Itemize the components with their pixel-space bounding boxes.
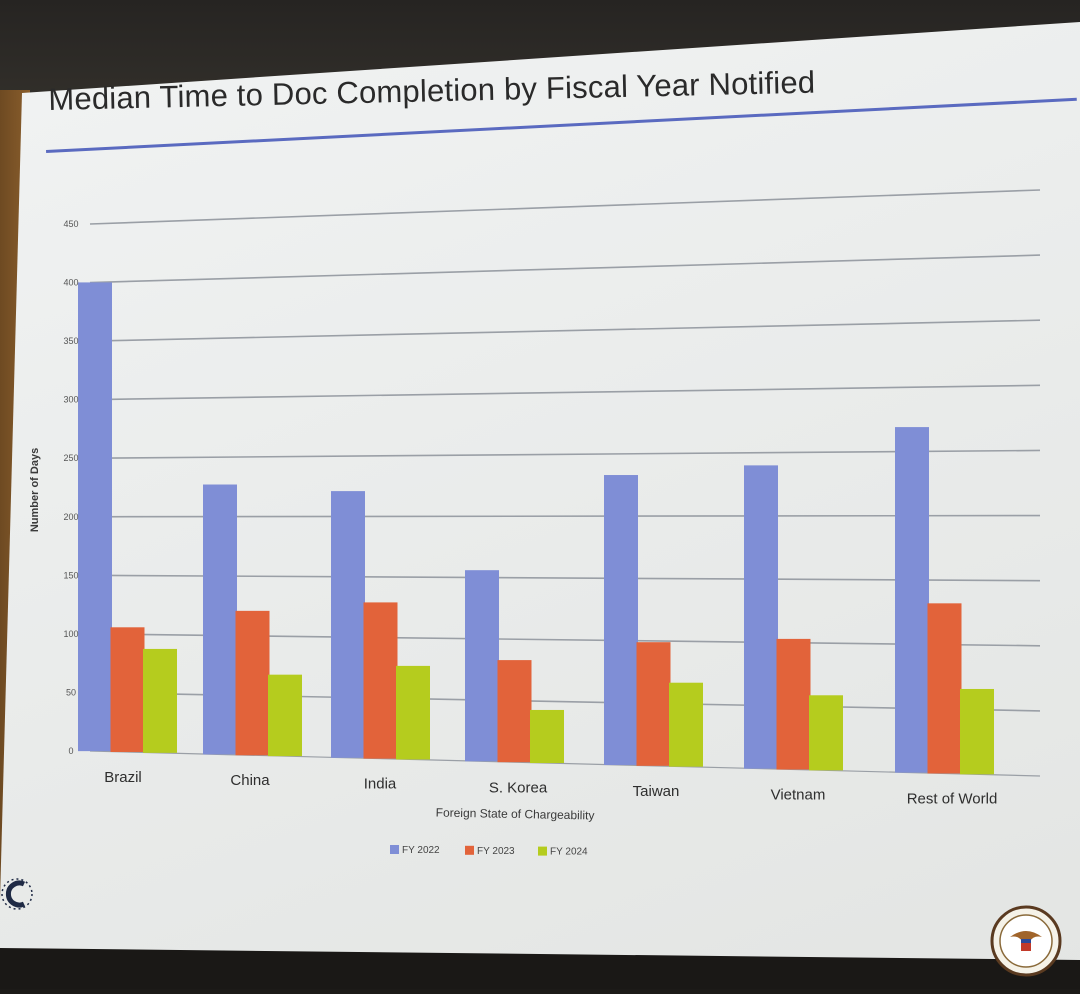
x-tick-label: Brazil bbox=[104, 769, 142, 786]
bar-fy-2023 bbox=[363, 602, 398, 759]
bar-fy-2022 bbox=[331, 491, 365, 758]
legend-label: FY 2022 bbox=[402, 845, 440, 856]
legend-swatch bbox=[465, 845, 474, 855]
gridline bbox=[89, 319, 1041, 342]
y-tick-label: 50 bbox=[66, 687, 76, 697]
bar-fy-2023 bbox=[776, 638, 811, 770]
bar-fy-2024 bbox=[268, 674, 302, 757]
y-tick-label: 450 bbox=[63, 219, 78, 229]
y-tick-label: 0 bbox=[68, 746, 73, 756]
eagle-seal-icon bbox=[990, 905, 1062, 977]
x-tick-label: China bbox=[230, 772, 270, 789]
x-tick-label: Rest of World bbox=[907, 791, 998, 808]
y-tick-label: 400 bbox=[63, 278, 78, 288]
gridline bbox=[89, 514, 1041, 518]
bars bbox=[78, 282, 994, 775]
bar-fy-2024 bbox=[530, 709, 564, 764]
y-tick-label: 200 bbox=[63, 512, 78, 522]
x-tick-label: S. Korea bbox=[489, 779, 548, 796]
y-tick-label: 150 bbox=[63, 570, 78, 580]
bar-fy-2022 bbox=[744, 465, 778, 769]
c-logo-icon bbox=[1, 878, 33, 910]
bar-fy-2022 bbox=[895, 427, 929, 773]
gridline bbox=[89, 189, 1041, 225]
legend-label: FY 2024 bbox=[550, 847, 588, 858]
legend-swatch bbox=[538, 846, 547, 856]
bar-fy-2023 bbox=[110, 627, 145, 752]
x-tick-label: Vietnam bbox=[771, 787, 826, 804]
y-tick-label: 300 bbox=[63, 395, 78, 405]
y-tick-label: 350 bbox=[63, 336, 78, 346]
bar-fy-2023 bbox=[927, 603, 962, 774]
gridline bbox=[89, 574, 1041, 582]
y-tick-label: 250 bbox=[63, 453, 78, 463]
bar-fy-2024 bbox=[396, 665, 430, 760]
legend: FY 2022 FY 2023 FY 2024 bbox=[390, 845, 588, 858]
x-tick-label: Taiwan bbox=[633, 783, 680, 800]
bar-fy-2024 bbox=[143, 648, 177, 753]
x-tick-labels: Brazil China India S. Korea Taiwan Vietnam Res… bbox=[104, 769, 997, 808]
bar-fy-2023 bbox=[636, 642, 671, 766]
bar-fy-2022 bbox=[604, 475, 638, 765]
legend-swatch bbox=[390, 845, 399, 854]
x-tick-label: India bbox=[364, 776, 397, 793]
bar-fy-2022 bbox=[203, 484, 237, 755]
bar-fy-2024 bbox=[809, 695, 843, 771]
gridline bbox=[89, 449, 1041, 460]
gridline bbox=[89, 254, 1041, 284]
y-tick-labels: 0 50 100 150 200 250 300 350 400 450 bbox=[63, 219, 78, 756]
bar-fy-2024 bbox=[960, 688, 994, 775]
gridline bbox=[89, 384, 1041, 401]
x-axis-label: Foreign State of Chargeability bbox=[436, 805, 595, 822]
gridlines bbox=[89, 189, 1041, 777]
y-tick-label: 100 bbox=[63, 629, 78, 639]
bar-fy-2023 bbox=[497, 660, 532, 763]
bar-fy-2022 bbox=[78, 282, 112, 752]
bar-fy-2022 bbox=[465, 570, 499, 762]
bar-fy-2023 bbox=[235, 610, 270, 756]
legend-label: FY 2023 bbox=[477, 846, 515, 857]
y-axis-label: Number of Days bbox=[29, 448, 41, 532]
bar-fy-2024 bbox=[669, 682, 703, 767]
